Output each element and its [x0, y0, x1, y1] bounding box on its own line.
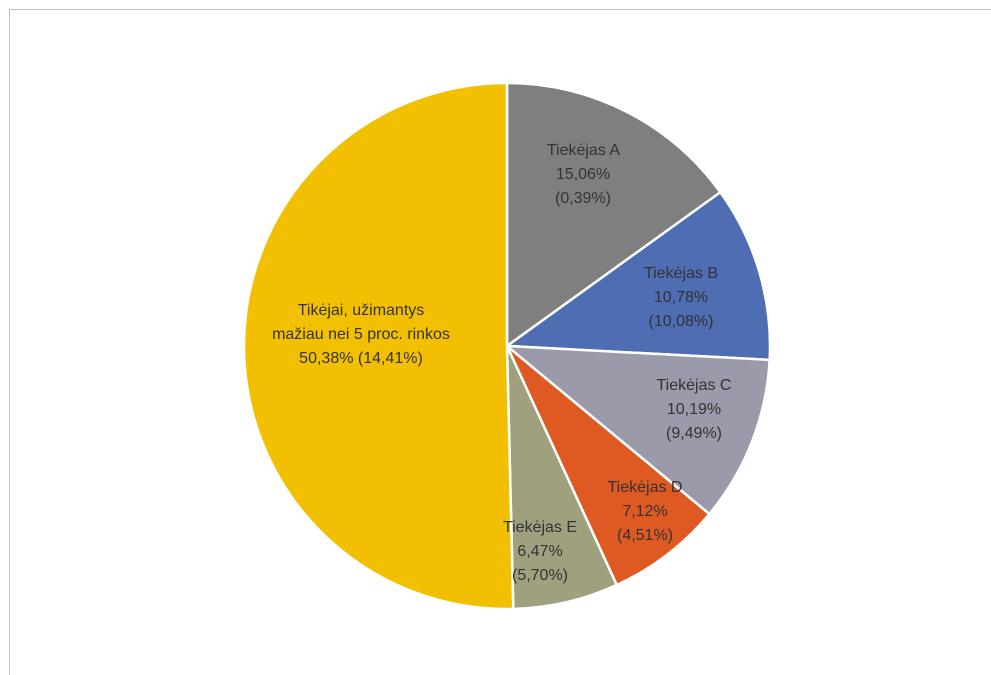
secondary-label: (9,49%) [665, 425, 723, 442]
value-label: 10,78% [653, 289, 709, 306]
pie-slice [505, 81, 723, 349]
data-label: Tiekėjas B 10,78% (10,08%) [631, 262, 731, 334]
secondary-label: (5,70%) [511, 567, 569, 584]
data-label: Tikėjai, užimantys mažiau nei 5 proc. ri… [270, 299, 452, 371]
category-label: Tiekėjas C [656, 377, 732, 394]
data-label: Tiekėjas D 7,12% (4,51%) [595, 476, 695, 548]
category-label: Tiekėjas D [607, 479, 683, 496]
pie-slice [503, 344, 771, 516]
data-label: Tiekėjas A 15,06% (0,39%) [533, 139, 633, 211]
secondary-label: (10,08%) [648, 313, 714, 330]
data-label: Tiekėjas C 10,19% (9,49%) [644, 374, 744, 446]
secondary-label: (4,51%) [616, 527, 674, 544]
pie-slice [503, 190, 772, 362]
value-label: 10,19% [666, 401, 722, 418]
category-label: Tikėjai, užimantys mažiau nei 5 proc. ri… [272, 302, 450, 343]
category-label: Tiekėjas A [546, 142, 620, 159]
secondary-label: (14,41%) [357, 350, 423, 367]
value-label: 6,47% [517, 543, 563, 560]
pie-slice [505, 345, 712, 587]
value-label: 50,38% [299, 350, 354, 367]
category-label: Tiekėjas B [643, 265, 719, 282]
secondary-label: (0,39%) [554, 190, 612, 207]
value-label: 7,12% [622, 503, 668, 520]
pie-slice [242, 81, 515, 611]
value-label: 15,06% [555, 166, 611, 183]
category-label: Tiekėjas E [502, 519, 578, 536]
data-label: Tiekėjas E 6,47% (5,70%) [490, 516, 590, 588]
